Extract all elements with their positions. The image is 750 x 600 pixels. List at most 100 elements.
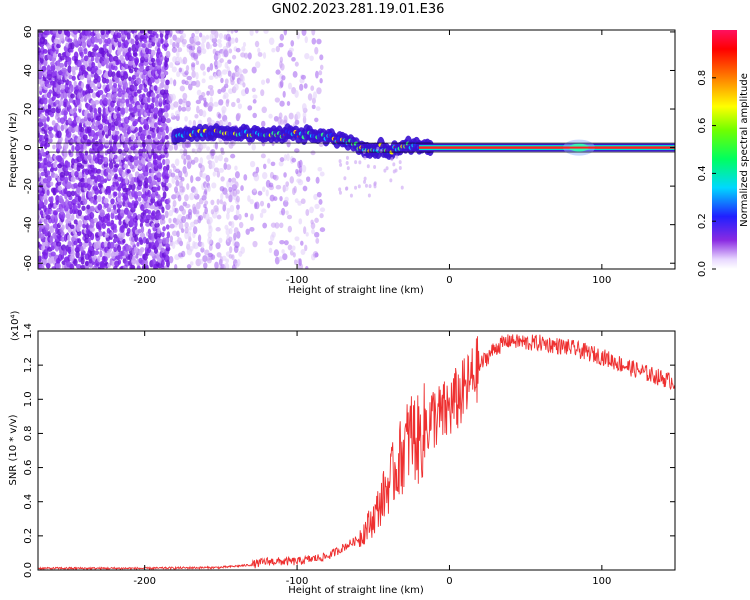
- spectrogram-noise-blob: [38, 255, 42, 263]
- spectrogram-noise-blob: [216, 198, 220, 205]
- colorbar-tick-label: 0.0: [697, 261, 708, 277]
- spectrogram-noise-blob: [46, 170, 51, 176]
- spectrogram-noise-blob: [117, 87, 123, 93]
- spectrogram-noise-blob: [236, 68, 243, 76]
- spectrogram-noise-blob: [181, 208, 186, 215]
- spectrogram-noise-blob: [271, 47, 276, 53]
- spectrogram-noise-blob: [108, 203, 115, 209]
- spectrogram-noise-blob: [206, 66, 211, 73]
- spectrogram-noise-blob: [200, 247, 205, 253]
- spectrogram-noise-blob: [234, 37, 239, 44]
- spectrogram-noise-blob: [87, 58, 91, 64]
- spectrogram-noise-blob: [274, 222, 280, 229]
- spectrogram-noise-blob: [155, 33, 159, 39]
- spectrogram-noise-blob: [160, 38, 164, 44]
- spectrogram-noise-blob: [116, 32, 122, 39]
- spectrogram-noise-blob: [193, 156, 199, 163]
- spectrogram-noise-blob: [156, 47, 161, 55]
- spectrogram-noise-blob: [177, 194, 182, 202]
- spectrogram-noise-blob: [153, 30, 160, 33]
- spectrogram-noise-blob: [268, 182, 274, 188]
- spectrogram-noise-blob: [163, 168, 169, 176]
- spectrogram-steady-band-core: [418, 146, 675, 149]
- spectrogram-noise-blob: [151, 62, 156, 68]
- spectrogram-noise-blob: [144, 138, 150, 146]
- spectrogram-noise-blob: [195, 176, 201, 182]
- spectrogram-noise-blob: [129, 155, 135, 163]
- spectrogram-noise-blob: [207, 231, 213, 239]
- spectrogram-noise-blob: [319, 54, 324, 61]
- snr-xlabel: Height of straight line (km): [288, 585, 424, 596]
- spectrogram-noise-blob: [113, 65, 118, 71]
- spectrogram-noise-blob: [312, 91, 317, 100]
- spectrogram-noise-blob: [209, 63, 214, 71]
- spectrogram-noise-blob: [303, 83, 308, 89]
- spectrogram-noise-blob: [289, 176, 295, 184]
- spectrogram-noise-blob: [154, 232, 158, 240]
- spectrogram-noise-blob: [279, 157, 285, 162]
- spectrogram-noise-blob: [148, 138, 153, 146]
- spectrogram-noise-blob: [53, 38, 60, 45]
- spectrogram-noise-blob: [317, 166, 323, 172]
- spectrogram-noise-blob: [56, 88, 61, 95]
- spectrogram-noise-blob: [191, 32, 195, 39]
- spectrogram-noise-blob: [93, 217, 98, 223]
- spectrogram-noise-blob: [39, 134, 45, 142]
- colorbar-label: Normalized spectral amplitude: [739, 73, 750, 227]
- spectrogram-noise-blob: [215, 227, 221, 232]
- spectrogram-noise-blob: [86, 204, 91, 210]
- spectrogram-noise-blob: [398, 166, 402, 171]
- spectrogram-noise-blob: [46, 64, 51, 73]
- spectrogram-noise-blob: [278, 42, 284, 48]
- spectrogram-noise-blob: [275, 69, 281, 75]
- spectrogram-noise-blob: [97, 230, 104, 237]
- spectrogram-noise-blob: [282, 253, 288, 261]
- spectrogram-noise-blob: [186, 241, 191, 249]
- spectrogram-noise-blob: [316, 87, 322, 95]
- spectrogram-noise-blob: [231, 177, 237, 183]
- spectrogram-noise-blob: [55, 262, 61, 269]
- spectrogram-noise-blob: [97, 255, 101, 262]
- spectrogram-noise-blob: [61, 224, 65, 231]
- spectrogram-noise-blob: [77, 195, 82, 203]
- snr-ytick-label: 1.4: [23, 323, 34, 339]
- spectrogram-noise-blob: [240, 185, 244, 192]
- spectrogram-noise-blob: [181, 106, 187, 112]
- spectrogram-noise-blob: [247, 52, 252, 60]
- spectrogram-noise-blob: [255, 166, 260, 174]
- spectrogram-noise-blob: [160, 247, 166, 253]
- spectrogram-noise-blob: [153, 246, 158, 254]
- spectrogram-noise-blob: [162, 191, 167, 199]
- spectrogram-noise-blob: [80, 126, 85, 133]
- spectrogram-noise-blob: [178, 170, 183, 178]
- spectrogram-noise-blob: [255, 61, 261, 69]
- spectrogram-noise-blob: [130, 38, 135, 45]
- spectrogram-noise-blob: [130, 264, 136, 269]
- spectrogram-noise-blob: [293, 185, 297, 194]
- spectrogram-noise-blob: [238, 221, 244, 229]
- spectrogram-noise-blob: [42, 49, 48, 54]
- spectrogram-noise-blob: [260, 89, 265, 97]
- spectrogram-noise-blob: [69, 263, 75, 269]
- spectrogram-noise-blob: [106, 250, 111, 259]
- spectrogram-noise-blob: [117, 121, 122, 128]
- spectrogram-noise-blob: [80, 264, 86, 269]
- spectrogram-noise-blob: [69, 224, 75, 230]
- spectrogram-noise-blob: [314, 217, 319, 223]
- spectrogram-noise-blob: [354, 185, 358, 190]
- spectrogram-noise-blob: [66, 181, 72, 189]
- spectrogram-noise-blob: [184, 170, 188, 178]
- spectrogram-noise-blob: [120, 250, 126, 257]
- spectrogram-noise-blob: [86, 112, 91, 118]
- spectrogram-noise-blob: [160, 76, 165, 84]
- spectrogram-noise-blob: [364, 183, 368, 188]
- spectrogram-noise-blob: [143, 52, 149, 60]
- spectrogram-noise-blob: [189, 245, 194, 252]
- spectrogram-noise-blob: [210, 30, 216, 35]
- spectrogram-noise-blob: [319, 213, 324, 219]
- spectrogram-noise-blob: [152, 159, 159, 166]
- spectrogram-noise-blob: [211, 37, 218, 44]
- spectrogram-noise-blob: [288, 47, 294, 53]
- spectrogram-noise-blob: [177, 47, 183, 53]
- spectrogram-noise-blob: [251, 143, 256, 151]
